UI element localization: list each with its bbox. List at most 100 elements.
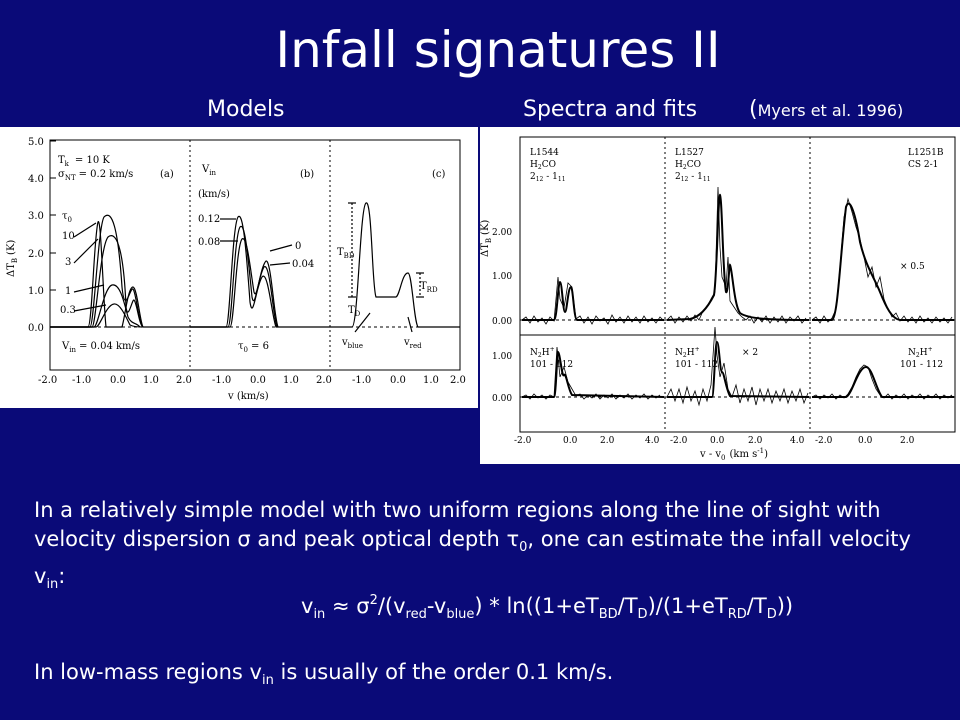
svg-text:4.0: 4.0 [645,436,660,446]
y-tick: 3.0 [28,211,44,222]
svg-text:2.0: 2.0 [900,436,915,446]
source-label-l1527: L1527 [675,148,704,158]
svg-text:-1.0: -1.0 [72,375,91,386]
spectra-y-label: ΔTB(K) [480,220,493,257]
svg-text:0.0: 0.0 [390,375,406,386]
infall-velocity-formula: vin ≈ σ2/(vred-vblue) * ln((1+eTBD/TD)/(… [301,593,794,622]
vred-label: vred [403,337,422,350]
svg-text:1.0: 1.0 [283,375,299,386]
svg-text:0.00: 0.00 [492,317,512,327]
spectra-x-label: v - v0 (km s-1) [699,447,768,462]
scale-label: × 0.5 [900,262,925,272]
panel-b-label: (b) [300,169,314,180]
vblue-label: vblue [341,337,363,350]
svg-text:4.0: 4.0 [790,436,805,446]
svg-text:1.0: 1.0 [423,375,439,386]
molecule-label: N2H+ [908,346,933,359]
trd-label: TRD [420,281,438,294]
vin-a-label: Vin = 0.04 km/s [61,341,140,354]
vin-b-label: Vin [201,164,216,177]
tau-value: 3 [65,257,71,268]
spectra-top-row [521,186,954,325]
body-paragraph: In a relatively simple model with two un… [34,496,934,599]
svg-text:-2.0: -2.0 [815,436,833,446]
svg-text:0.0: 0.0 [110,375,126,386]
svg-text:2.0: 2.0 [450,375,466,386]
y-tick: 0.0 [28,323,44,334]
svg-text:-1.0: -1.0 [212,375,231,386]
spectra-bottom-row [521,326,954,407]
models-y-label: ΔTB(K) [6,240,19,277]
vin-b-value: 0.12 [198,214,220,225]
transition-label: 212 - 111 [530,172,566,183]
sigma-nt-label: σNT = 0.2 km/s [58,169,133,182]
spectra-y-ticks: 2.00 1.00 0.00 1.00 0.00 [492,228,512,404]
subtitle-reference: (Myers et al. 1996) [749,97,904,122]
svg-text:2.0: 2.0 [316,375,332,386]
svg-text:0.0: 0.0 [250,375,266,386]
panel-c-label: (c) [432,169,446,180]
vin-b-value: 0.04 [292,259,314,270]
svg-text:-2.0: -2.0 [38,375,57,386]
y-tick: 1.0 [28,286,44,297]
vin-b-value: 0.08 [198,237,220,248]
svg-text:ΔTB(K): ΔTB(K) [6,240,19,277]
svg-text:0.00: 0.00 [492,394,512,404]
svg-text:1.00: 1.00 [492,272,512,282]
vin-b-value: 0 [295,241,301,252]
svg-text:2.0: 2.0 [600,436,615,446]
molecule-label: N2H+ [530,346,555,359]
svg-text:0.0: 0.0 [710,436,725,446]
svg-text:1.0: 1.0 [143,375,159,386]
svg-text:-1.0: -1.0 [352,375,371,386]
panel-a-label: (a) [160,169,174,180]
transition-label: 101 - 112 [530,360,573,370]
svg-text:-2.0: -2.0 [670,436,688,446]
scale-label: × 2 [742,348,758,358]
spectra-x-ticks: -2.0 0.0 2.0 4.0 -2.0 0.0 2.0 4.0 -2.0 0… [514,436,915,446]
molecule-label: H2CO [530,160,556,171]
transition-label: 101 - 112 [675,360,718,370]
svg-text:ΔTB(K): ΔTB(K) [480,220,493,257]
tau-value: 0.3 [60,305,76,316]
transition-label: 212 - 111 [675,172,711,183]
transition-label: 101 - 112 [900,360,943,370]
models-x-ticks: -2.0 -1.0 0.0 1.0 2.0 -1.0 0.0 1.0 2.0 -… [38,375,466,386]
y-tick: 4.0 [28,174,44,185]
y-tick: 2.0 [28,249,44,260]
y-tick: 5.0 [28,137,44,148]
svg-text:1.00: 1.00 [492,352,512,362]
models-y-ticks [50,140,56,328]
models-x-label: v (km/s) [227,391,269,402]
tbd-label: TBD [337,247,355,260]
paragraph-infall-estimate: In a relatively simple model with two un… [34,498,911,592]
molecule-label: N2H+ [675,346,700,359]
molecule-label: H2CO [675,160,701,171]
model-curves-b [190,215,330,328]
subtitle-models: Models [207,97,285,122]
td-label: TD [348,305,361,318]
tau-value: 10 [62,231,75,242]
model-curves-a [50,214,190,328]
svg-text:2.00: 2.00 [492,228,512,238]
model-curve-c [330,202,460,333]
source-label-l1544: L1544 [530,148,559,158]
spectra-figure-svg: 2.00 1.00 0.00 1.00 0.00 ΔTB(K) -2.0 0.0… [480,136,956,462]
tau-value: 1 [65,286,71,297]
tau-label: τ0 [62,211,72,224]
vin-b-unit: (km/s) [198,189,230,200]
models-figure: 5.0 4.0 3.0 2.0 1.0 0.0 ΔTB(K) -2.0 -1.0… [0,127,478,408]
svg-text:-2.0: -2.0 [514,436,532,446]
models-figure-svg: 5.0 4.0 3.0 2.0 1.0 0.0 ΔTB(K) -2.0 -1.0… [6,137,466,402]
svg-text:0.0: 0.0 [563,436,578,446]
tau0-b-label: τ0 = 6 [238,341,269,354]
source-label-l1251b: L1251B [908,148,944,158]
svg-text:2.0: 2.0 [748,436,763,446]
slide-title: Infall signatures II [275,21,721,79]
svg-text:0.0: 0.0 [858,436,873,446]
molecule-label: CS 2-1 [908,160,938,170]
spectra-figure: 2.00 1.00 0.00 1.00 0.00 ΔTB(K) -2.0 0.0… [480,127,960,464]
svg-text:2.0: 2.0 [176,375,192,386]
low-mass-note: In low-mass regions vin is usually of th… [34,660,614,688]
subtitle-spectra: Spectra and fits [523,97,698,122]
